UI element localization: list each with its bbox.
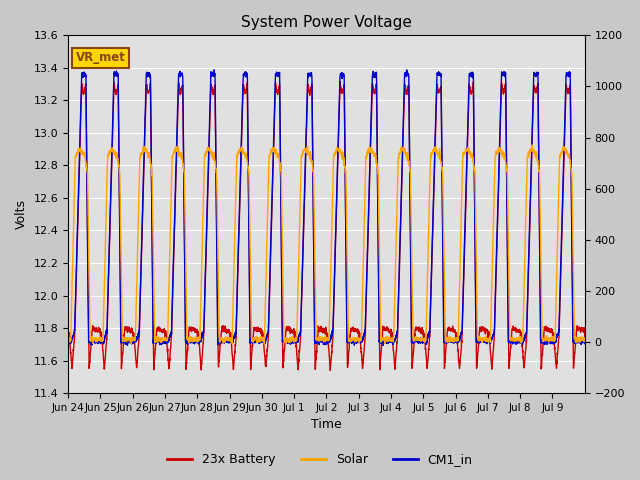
Legend: 23x Battery, Solar, CM1_in: 23x Battery, Solar, CM1_in: [163, 448, 477, 471]
Y-axis label: Volts: Volts: [15, 199, 28, 229]
Text: VR_met: VR_met: [76, 51, 126, 64]
Title: System Power Voltage: System Power Voltage: [241, 15, 412, 30]
X-axis label: Time: Time: [311, 419, 342, 432]
